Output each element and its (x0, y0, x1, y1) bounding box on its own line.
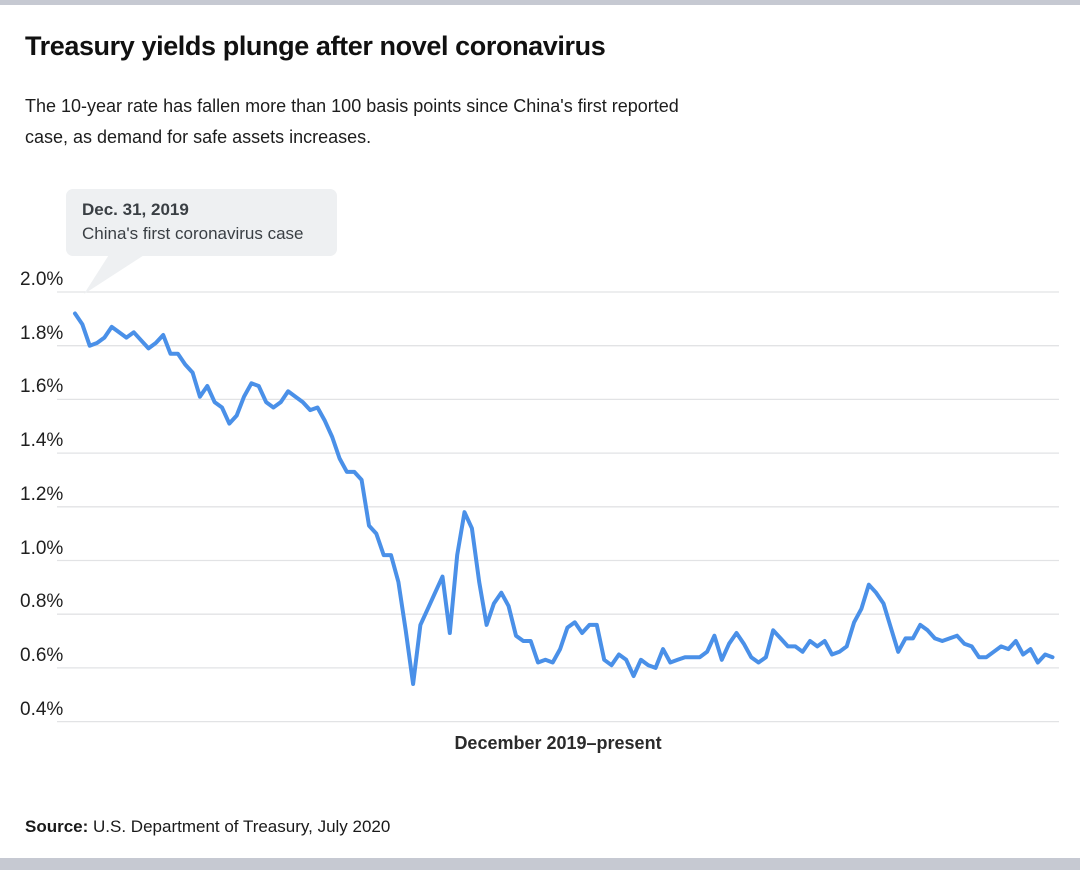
source-text: U.S. Department of Treasury, July 2020 (88, 817, 391, 836)
chart-subtitle: The 10-year rate has fallen more than 10… (25, 91, 805, 153)
bottom-accent-bar (0, 858, 1080, 870)
x-axis-label: December 2019–present (454, 733, 662, 753)
y-tick-label: 1.0% (20, 537, 64, 559)
annotation-date: Dec. 31, 2019 (82, 200, 189, 219)
annotation-callout: Dec. 31, 2019 China's first coronavirus … (66, 189, 337, 256)
chart-title: Treasury yields plunge after novel coron… (25, 31, 606, 61)
y-tick-label: 0.8% (20, 591, 64, 613)
source-label: Source: (25, 817, 89, 836)
y-tick-label: 1.6% (20, 376, 64, 398)
y-tick-label: 1.4% (20, 430, 64, 452)
gridlines (57, 291, 1059, 723)
y-tick-label: 0.6% (20, 644, 64, 666)
chart-subtitle-line1: The 10-year rate has fallen more than 10… (25, 96, 679, 116)
annotation-label: China's first coronavirus case (82, 224, 304, 243)
y-tick-label: 1.8% (20, 322, 64, 344)
y-tick-label: 1.2% (20, 483, 64, 505)
source-line: Source: U.S. Department of Treasury, Jul… (25, 817, 390, 837)
chart-subtitle-line2: case, as demand for safe assets increase… (25, 127, 372, 147)
top-accent-bar (0, 0, 1080, 5)
annotation-callout-tail (84, 250, 152, 294)
y-tick-label: 0.4% (20, 698, 64, 720)
y-tick-label: 2.0% (20, 269, 64, 290)
yield-line-series (73, 311, 1055, 686)
